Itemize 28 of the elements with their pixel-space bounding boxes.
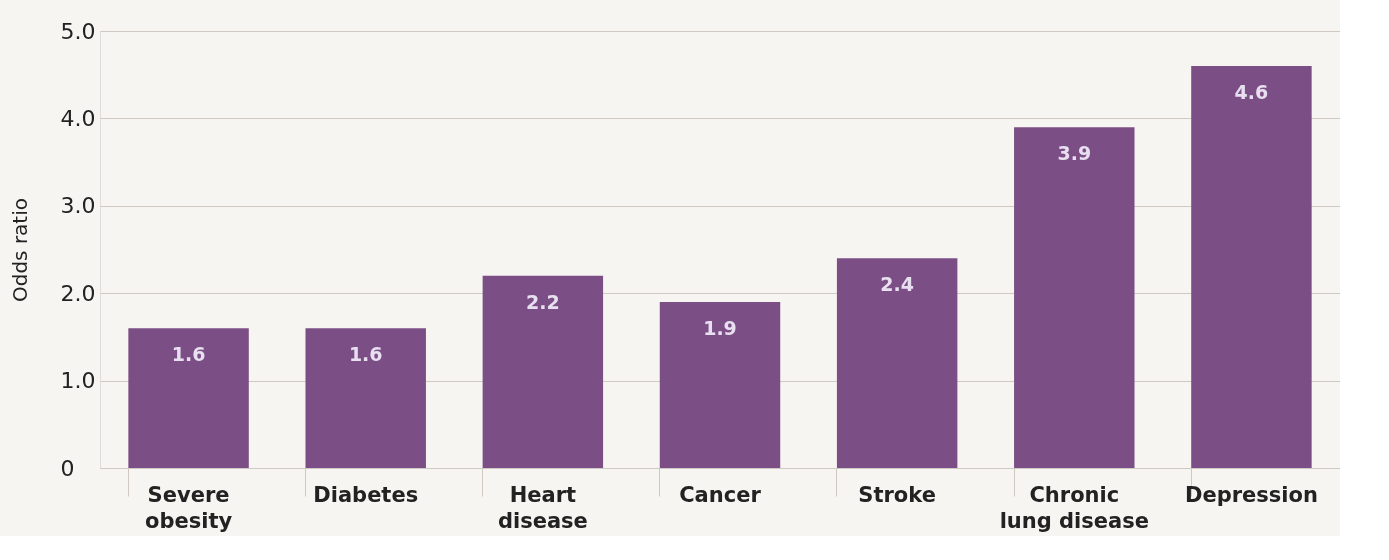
- data-label: 3.9: [1057, 142, 1092, 165]
- x-tick-label: Diabetes: [313, 482, 419, 507]
- bar: [305, 328, 426, 468]
- data-label: 1.6: [171, 343, 206, 366]
- data-label: 4.6: [1234, 80, 1269, 103]
- bar: [482, 275, 604, 468]
- bar: [1191, 65, 1312, 468]
- data-label: 2.4: [880, 273, 914, 296]
- y-tick-label: 5.0: [60, 18, 96, 44]
- y-tick-label: 3.0: [60, 193, 96, 219]
- data-label: 1.6: [348, 343, 383, 366]
- y-axis-title: Odds ratio: [7, 197, 32, 303]
- y-tick-label: 4.0: [60, 105, 96, 131]
- data-label: 2.2: [526, 290, 560, 313]
- bar: [1014, 127, 1135, 468]
- y-tick-label: 1.0: [60, 368, 96, 394]
- y-tick-label: 2.0: [60, 280, 96, 306]
- bar: [836, 258, 958, 468]
- x-tick-label: Chronic lung disease: [999, 482, 1149, 533]
- x-tick-label: Severe obesity: [145, 482, 233, 533]
- x-tick-label: Depression: [1184, 482, 1318, 507]
- y-tick-label: 0: [60, 455, 75, 481]
- data-label: 1.9: [703, 316, 737, 339]
- x-tick-label: Cancer: [679, 482, 762, 507]
- bar: [128, 328, 249, 468]
- x-tick-label: Stroke: [858, 482, 936, 507]
- bar: [659, 301, 781, 468]
- x-tick-label: Heart disease: [497, 482, 588, 533]
